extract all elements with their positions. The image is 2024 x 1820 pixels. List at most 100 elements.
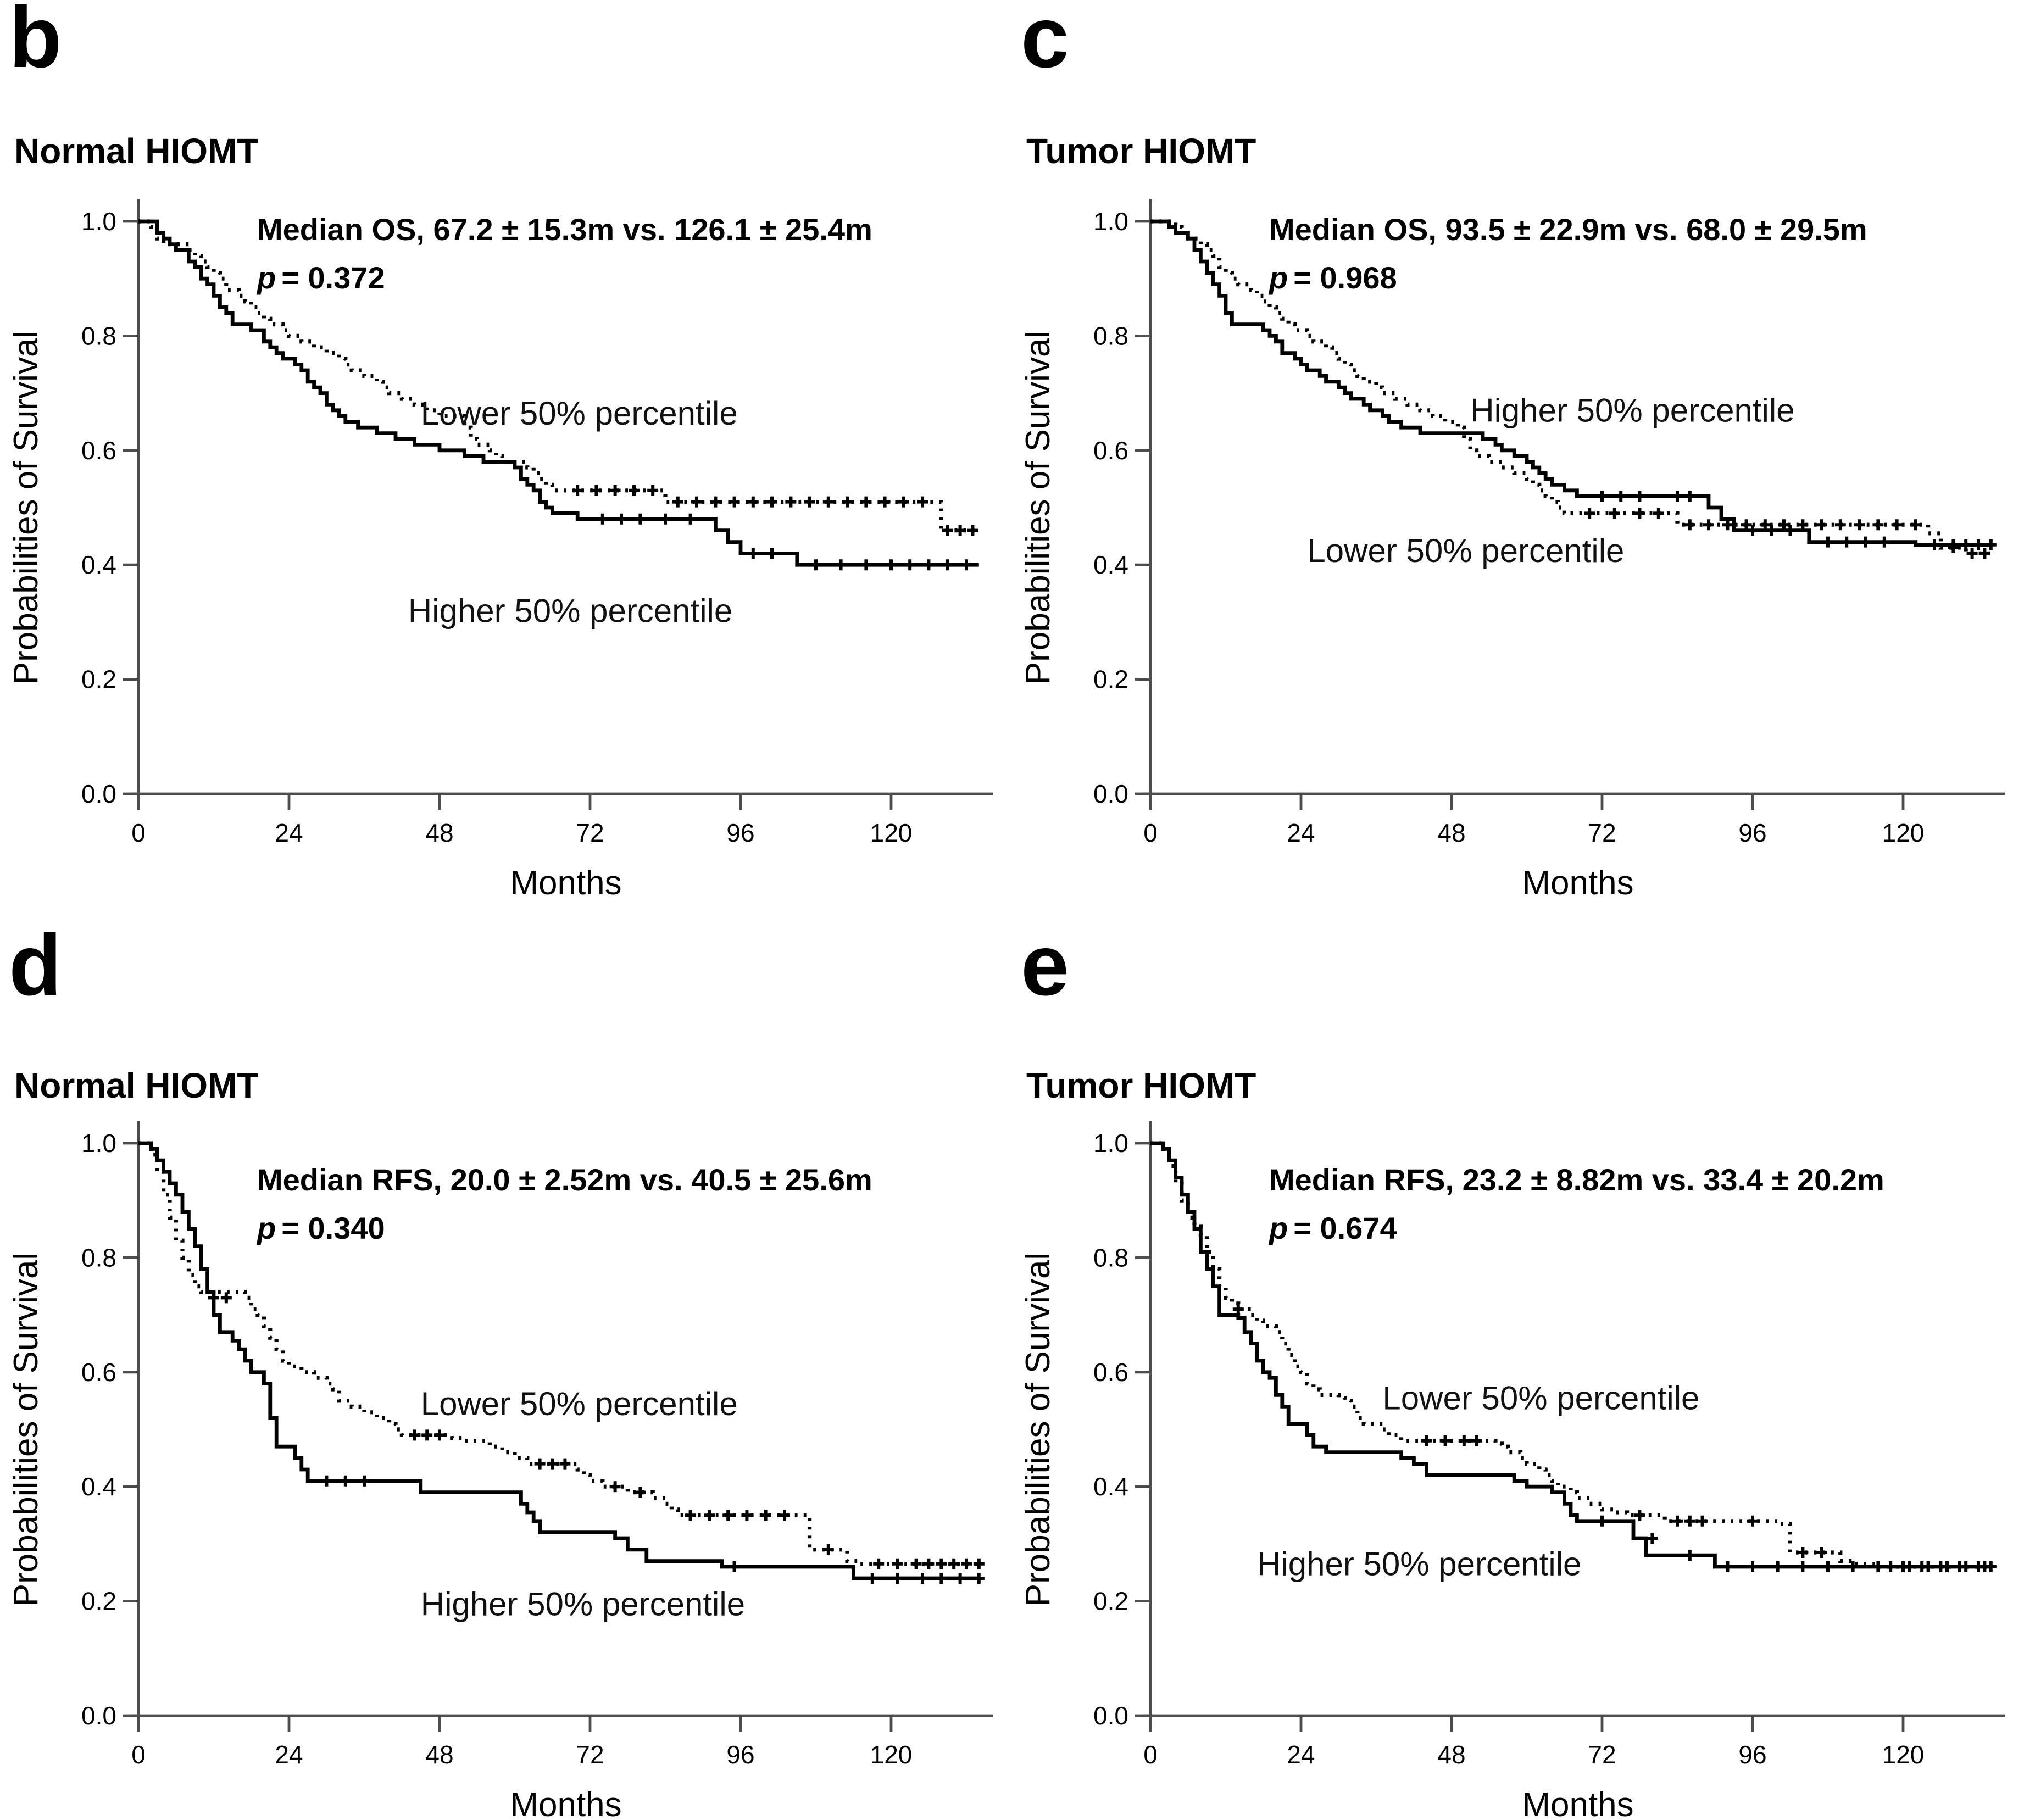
censor-mark xyxy=(729,1561,740,1572)
y-tick-label: 0.0 xyxy=(1093,780,1128,808)
stats-annotation-d: Median RFS, 20.0 ± 2.52m vs. 40.5 ± 25.6… xyxy=(257,1156,872,1253)
km-curve-solid xyxy=(1150,219,1991,547)
censor-mark xyxy=(409,1429,420,1441)
censor-mark xyxy=(942,525,953,536)
censor-mark xyxy=(434,1429,445,1441)
y-tick-label: 0.2 xyxy=(81,1587,116,1616)
p-value-text: p = 0.372 xyxy=(257,260,385,295)
censor-mark xyxy=(572,485,583,496)
censor-mark xyxy=(1584,508,1595,519)
km-chart-e: 0.0 0.2 0.4 0.6 0.8 1.0 0 24 48 72 96 120 Months Prob… xyxy=(1012,1103,2024,1820)
km-plot-svg-d: 0.0 0.2 0.4 0.6 0.8 1.0 0 24 48 72 96 120 Months Prob… xyxy=(7,1121,993,1820)
censor-mark xyxy=(1916,1561,1928,1572)
censor-mark xyxy=(936,1573,947,1584)
x-tick-label: 48 xyxy=(425,1740,453,1769)
censor-mark xyxy=(866,1573,878,1584)
x-tick-label: 24 xyxy=(275,819,303,847)
censor-mark xyxy=(1772,1561,1783,1572)
km-curve-dotted xyxy=(1150,1141,1991,1569)
y-tick-label: 0.6 xyxy=(81,1358,116,1387)
censor-mark xyxy=(597,513,608,525)
censor-mark xyxy=(591,485,602,496)
censor-mark xyxy=(892,1558,903,1569)
censor-mark xyxy=(1766,525,1777,536)
censor-mark xyxy=(766,496,777,508)
censor-mark xyxy=(1634,491,1645,502)
panel-c: c Tumor HIOMT 0.0 0.2 0.4 0.6 0.8 1.0 0 24 48 72 9… xyxy=(1012,0,2024,910)
curve-label: Higher 50% percentile xyxy=(1257,1546,1581,1583)
curve-label: Lower 50% percentile xyxy=(421,395,738,432)
x-axis-title: Months xyxy=(510,1786,621,1820)
censor-mark xyxy=(1929,539,1940,550)
censor-mark xyxy=(961,559,972,571)
censor-mark xyxy=(629,485,640,496)
censor-mark xyxy=(1898,1561,1909,1572)
censor-mark xyxy=(873,1558,885,1569)
censor-mark xyxy=(860,559,872,571)
censor-mark xyxy=(534,1458,546,1470)
x-tick-label: 0 xyxy=(131,819,146,847)
censor-mark xyxy=(685,1510,696,1521)
censor-mark xyxy=(1741,519,1752,531)
median-stat-text: Median OS, 67.2 ± 15.3m vs. 126.1 ± 25.4… xyxy=(257,212,872,247)
censor-mark xyxy=(973,1558,985,1569)
censor-mark xyxy=(609,1481,621,1493)
y-tick-label: 1.0 xyxy=(81,207,116,236)
censor-mark xyxy=(1672,1515,1683,1527)
censor-mark xyxy=(1860,536,1871,548)
censor-mark xyxy=(1471,1435,1482,1446)
censor-mark xyxy=(1615,491,1627,502)
y-tick-label: 0.4 xyxy=(81,550,116,579)
y-axis-title: Probabilities of Survival xyxy=(7,1253,45,1606)
censor-mark xyxy=(1960,539,1972,550)
censor-mark xyxy=(1822,1561,1833,1572)
x-axis-title: Months xyxy=(1522,864,1633,902)
censor-mark xyxy=(1672,491,1683,502)
curve-label: Lower 50% percentile xyxy=(1307,532,1624,569)
censor-mark xyxy=(1872,519,1884,531)
censor-mark xyxy=(954,525,966,536)
y-tick-label: 0.6 xyxy=(1093,436,1128,465)
censor-mark xyxy=(722,1510,734,1521)
y-tick-label: 1.0 xyxy=(1093,207,1128,236)
censor-mark xyxy=(340,1475,351,1487)
x-tick-label: 120 xyxy=(1882,1740,1925,1769)
censor-mark xyxy=(1797,519,1809,531)
censor-mark xyxy=(1634,1510,1645,1521)
x-tick-label: 0 xyxy=(131,1740,146,1769)
x-axis-title: Months xyxy=(1522,1786,1633,1820)
km-chart-c: 0.0 0.2 0.4 0.6 0.8 1.0 0 24 48 72 96 120 Months Prob… xyxy=(1012,181,2024,910)
censor-mark xyxy=(961,1558,972,1569)
censor-mark xyxy=(710,496,721,508)
censor-mark xyxy=(892,1573,903,1584)
censor-mark xyxy=(1910,519,1921,531)
censor-mark xyxy=(616,513,627,525)
censor-mark xyxy=(1458,1435,1470,1446)
censor-mark xyxy=(1232,1304,1244,1315)
censor-mark xyxy=(359,1475,370,1487)
y-tick-label: 1.0 xyxy=(1093,1129,1128,1157)
curve-label: Lower 50% percentile xyxy=(1382,1380,1699,1417)
panel-letter-b: b xyxy=(9,0,62,86)
censor-mark xyxy=(321,1475,332,1487)
x-tick-label: 72 xyxy=(1588,819,1616,847)
censor-mark xyxy=(822,1544,834,1555)
censor-mark xyxy=(220,1292,232,1304)
km-plot-svg-b: 0.0 0.2 0.4 0.6 0.8 1.0 0 24 48 72 96 120 Months Prob… xyxy=(7,199,993,902)
censor-mark xyxy=(609,485,621,496)
censor-mark xyxy=(1747,1561,1758,1572)
censor-mark xyxy=(741,1510,753,1521)
curve-label: Higher 50% percentile xyxy=(1470,392,1794,429)
p-value-text: p = 0.340 xyxy=(257,1211,385,1245)
panel-title-c: Tumor HIOMT xyxy=(1026,131,1256,171)
censor-mark xyxy=(842,496,853,508)
y-tick-label: 0.2 xyxy=(81,665,116,694)
censor-mark xyxy=(766,548,777,559)
panel-title-e: Tumor HIOMT xyxy=(1026,1066,1256,1105)
x-tick-label: 24 xyxy=(275,1740,303,1769)
x-tick-label: 0 xyxy=(1143,819,1158,847)
censor-mark xyxy=(804,496,815,508)
panel-letter-d: d xyxy=(9,917,62,1014)
censor-mark xyxy=(942,559,953,571)
x-tick-label: 120 xyxy=(1882,819,1925,847)
